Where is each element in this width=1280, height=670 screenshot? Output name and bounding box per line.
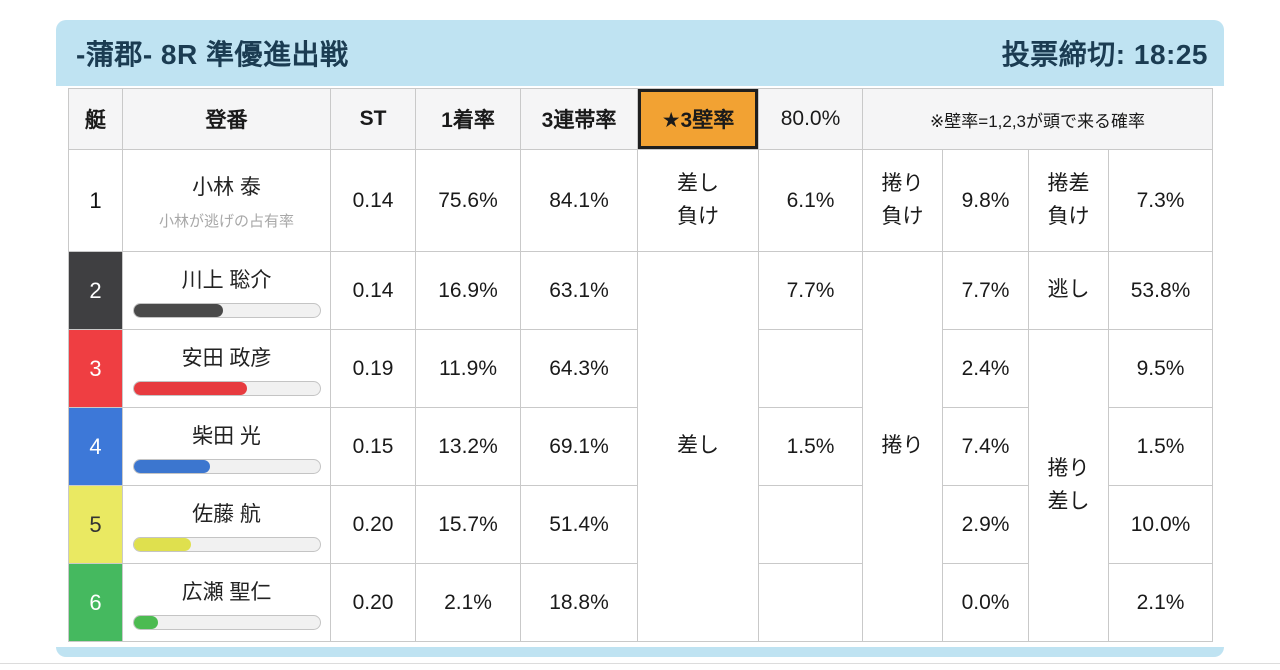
stats-table-container: 艇 登番 ST 1着率 3連帯率 ★3壁率 80.0% ※壁率=1,2,3が頭で…	[56, 86, 1224, 647]
wall-rate-note: ※壁率=1,2,3が頭で来る確率	[861, 88, 1214, 150]
racer-share-bar	[132, 302, 321, 318]
makurisashi-value: 7.3%	[1107, 149, 1214, 252]
boat-number: 2	[68, 251, 123, 330]
win-rate-value: 75.6%	[415, 149, 521, 252]
col-header-boat: 艇	[68, 88, 123, 150]
stats-table: 艇 登番 ST 1着率 3連帯率 ★3壁率 80.0% ※壁率=1,2,3が頭で…	[68, 88, 1214, 642]
boat-number: 6	[68, 563, 123, 642]
sashi-make-label: 差し 負け	[637, 149, 759, 252]
racer-share-bar	[132, 614, 321, 630]
sashi-value: 1.5%	[758, 407, 863, 486]
racer-cell: 柴田 光	[122, 407, 331, 486]
makuri-value: 2.9%	[942, 485, 1029, 564]
race-title: -蒲郡- 8R 準優進出戦	[76, 39, 349, 70]
col-header-win-rate: 1着率	[415, 88, 521, 150]
sashi-value: 6.1%	[758, 149, 863, 252]
win-rate-value: 2.1%	[415, 563, 521, 642]
st-value: 0.20	[330, 485, 416, 564]
table-header-row: 艇 登番 ST 1着率 3連帯率 ★3壁率 80.0% ※壁率=1,2,3が頭で…	[68, 88, 1214, 150]
win-rate-value: 11.9%	[415, 329, 521, 408]
col-header-racer: 登番	[122, 88, 331, 150]
racer-name: 川上 聡介	[181, 268, 272, 292]
table-row-boat-4: 4 柴田 光 0.15 13.2% 69.1% 1.5% 7.4% 1.5%	[68, 407, 1214, 486]
top3-rate-value: 84.1%	[520, 149, 638, 252]
racer-cell: 安田 政彦	[122, 329, 331, 408]
sashi-value	[758, 329, 863, 408]
win-rate-value: 15.7%	[415, 485, 521, 564]
makuri-group-label: 捲り	[862, 251, 943, 642]
racer-share-bar-fill	[133, 537, 192, 551]
st-value: 0.14	[330, 251, 416, 330]
vote-deadline: 投票締切: 18:25	[1001, 39, 1208, 70]
st-value: 0.15	[330, 407, 416, 486]
makuri-value: 7.7%	[942, 251, 1029, 330]
top3-rate-value: 69.1%	[520, 407, 638, 486]
racer-share-bar	[132, 380, 321, 396]
racer-name: 柴田 光	[192, 424, 261, 448]
boat-number: 1	[68, 149, 123, 252]
makurisashi-value: 10.0%	[1107, 485, 1214, 564]
sashi-group-label: 差し	[637, 251, 759, 642]
makurisashi-make-label: 捲差 負け	[1028, 149, 1109, 252]
racer-cell: 川上 聡介	[122, 251, 331, 330]
racer-name: 広瀬 聖仁	[181, 580, 272, 604]
racer-share-bar	[132, 536, 321, 552]
makurisashi-value: 9.5%	[1107, 329, 1214, 408]
card-footer-strip	[56, 647, 1224, 657]
racer-share-bar	[132, 458, 321, 474]
top3-rate-value: 63.1%	[520, 251, 638, 330]
win-rate-value: 13.2%	[415, 407, 521, 486]
racer-cell: 小林 泰 小林が逃げの占有率	[122, 149, 331, 252]
table-row-boat-2: 2 川上 聡介 0.14 16.9% 63.1% 差し 7.7% 捲り 7.7%…	[68, 251, 1214, 642]
boat-number: 3	[68, 329, 123, 408]
top3-rate-value: 51.4%	[520, 485, 638, 564]
st-value: 0.19	[330, 329, 416, 408]
boat-number: 4	[68, 407, 123, 486]
makurisashi-value: 1.5%	[1107, 407, 1214, 486]
makurisashi-group-label: 捲り 差し	[1028, 329, 1109, 642]
table-row-boat-1: 1 小林 泰 小林が逃げの占有率 0.14 75.6% 84.1% 差し 負け …	[68, 149, 1214, 252]
makuri-value: 9.8%	[942, 149, 1029, 252]
win-rate-value: 16.9%	[415, 251, 521, 330]
race-header-bar: -蒲郡- 8R 準優進出戦 投票締切: 18:25	[56, 20, 1224, 86]
col-header-top3-rate: 3連帯率	[520, 88, 638, 150]
racer-share-bar-fill	[133, 615, 158, 629]
racer-cell: 佐藤 航	[122, 485, 331, 564]
racer-name: 小林 泰	[192, 175, 261, 199]
col-header-wall-rate-highlighted[interactable]: ★3壁率	[637, 88, 759, 150]
makuri-value: 7.4%	[942, 407, 1029, 486]
st-value: 0.14	[330, 149, 416, 252]
table-row-boat-6: 6 広瀬 聖仁 0.20 2.1% 18.8% 0.0% 2.1%	[68, 563, 1214, 642]
wall-rate-value: 80.0%	[758, 88, 863, 150]
racer-name: 佐藤 航	[192, 502, 261, 526]
st-value: 0.20	[330, 563, 416, 642]
boat-number: 5	[68, 485, 123, 564]
racer-share-bar-fill	[133, 459, 210, 473]
race-card: -蒲郡- 8R 準優進出戦 投票締切: 18:25 艇 登番 ST 1着率 3連…	[56, 20, 1224, 657]
screen-bottom-edge	[0, 663, 1280, 664]
table-row-boat-3: 3 安田 政彦 0.19 11.9% 64.3% 2.4% 捲り 差し 9.5%	[68, 329, 1214, 642]
nigashi-label: 逃し	[1028, 251, 1109, 330]
top3-rate-value: 18.8%	[520, 563, 638, 642]
sashi-value	[758, 485, 863, 564]
col-header-st: ST	[330, 88, 416, 150]
racer-share-bar-fill	[133, 303, 223, 317]
makuri-value: 0.0%	[942, 563, 1029, 642]
racer-name: 安田 政彦	[181, 346, 272, 370]
sashi-value	[758, 563, 863, 642]
top3-rate-value: 64.3%	[520, 329, 638, 408]
racer-subtitle: 小林が逃げの占有率	[158, 212, 294, 230]
sashi-value: 7.7%	[758, 251, 863, 330]
makuri-make-label: 捲り 負け	[862, 149, 943, 252]
makuri-value: 2.4%	[942, 329, 1029, 408]
nigashi-value: 53.8%	[1107, 251, 1214, 330]
racer-cell: 広瀬 聖仁	[122, 563, 331, 642]
racer-share-bar-fill	[133, 381, 247, 395]
makurisashi-value: 2.1%	[1107, 563, 1214, 642]
